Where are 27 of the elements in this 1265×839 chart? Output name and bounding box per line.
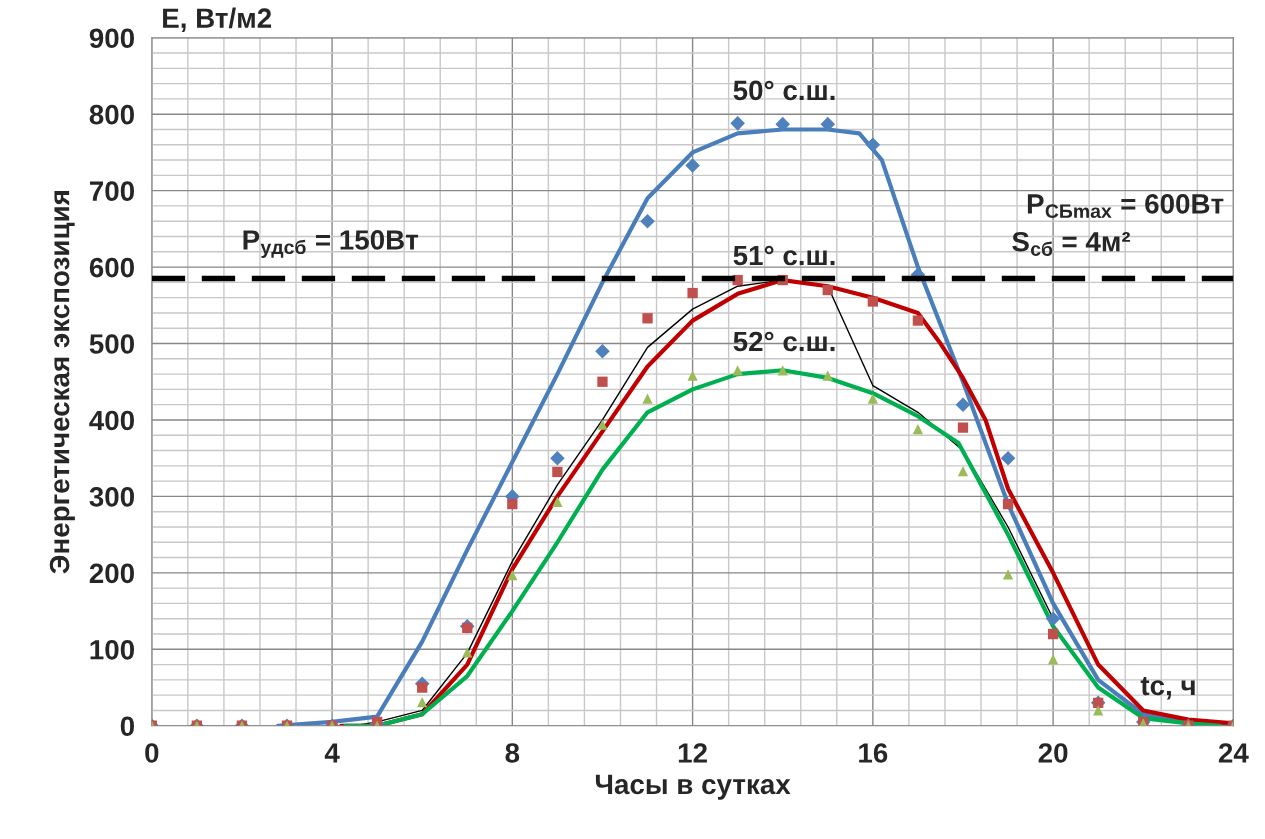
x-tick-label: 8 bbox=[505, 743, 520, 763]
x-tick-label: 12 bbox=[678, 743, 707, 763]
x-tick-label: 4 bbox=[324, 743, 340, 763]
y-tick-label: 500 bbox=[89, 334, 134, 354]
y-tick-label: 600 bbox=[89, 257, 134, 278]
y-tick-label: 300 bbox=[89, 487, 134, 507]
y-axis-title: Энергетическая экспозиция bbox=[49, 191, 75, 574]
annotation: S$_{сб}$ = 4м² bbox=[1012, 231, 1131, 256]
annotation: P$_{удсб}$ = 150Вт bbox=[243, 230, 419, 258]
x-axis-title: Часы в сутках bbox=[595, 774, 791, 800]
y-tick-label: 400 bbox=[89, 410, 134, 431]
annotation: 50° с.ш. bbox=[733, 80, 835, 101]
annotation: 51° с.ш. bbox=[733, 245, 835, 266]
text: E, Вт/м2 bbox=[163, 7, 272, 33]
y-tick-label: 200 bbox=[89, 563, 134, 584]
annotation: tc, ч bbox=[1140, 676, 1195, 700]
x-tick-label: 0 bbox=[145, 743, 159, 763]
y-tick-label: 900 bbox=[89, 28, 134, 49]
y-tick-label: 0 bbox=[120, 716, 134, 737]
y-tick-label: 700 bbox=[89, 181, 134, 201]
x-tick-label: 24 bbox=[1218, 743, 1249, 763]
x-tick-label: 16 bbox=[859, 743, 888, 763]
y-tick-label: 800 bbox=[89, 104, 134, 125]
annotation: 52° с.ш. bbox=[733, 331, 835, 352]
y-tick-label: 100 bbox=[90, 639, 134, 660]
annotation: P$_{СБmax}$ = 600Вт bbox=[1027, 194, 1224, 219]
x-tick-label: 20 bbox=[1038, 743, 1068, 763]
